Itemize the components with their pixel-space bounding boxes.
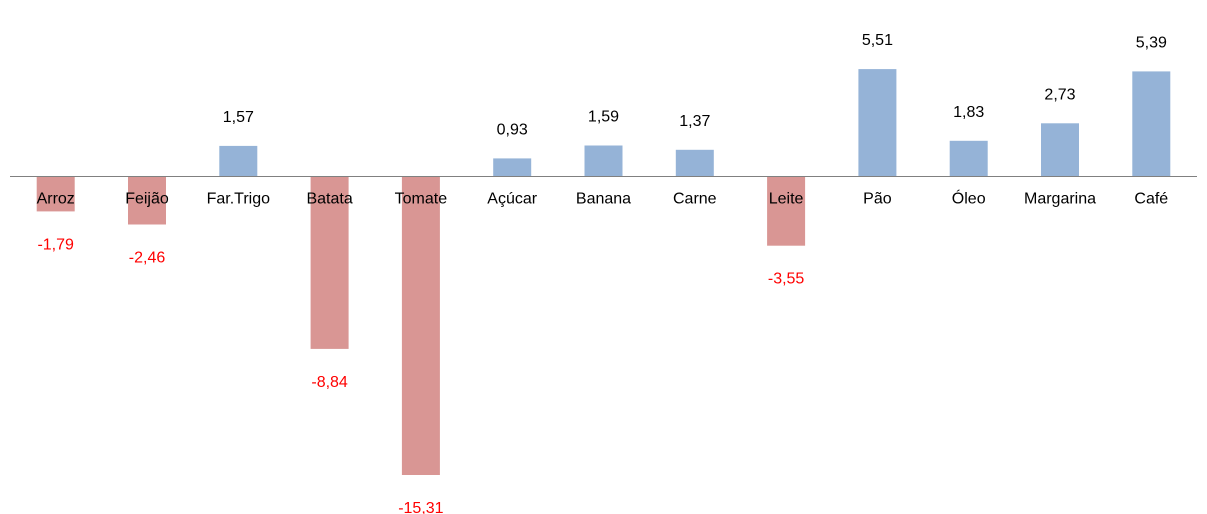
value-label-far-trigo: 1,57 (223, 109, 254, 126)
bar-far-trigo (219, 145, 258, 177)
category-label-oleo: Óleo (952, 189, 986, 208)
bars-group (36, 69, 1171, 475)
bar-arroz (36, 176, 75, 212)
value-label-feijao: -2,46 (129, 250, 166, 267)
value-label-leite: -3,55 (768, 271, 805, 288)
category-label-acucar: Açúcar (487, 191, 537, 208)
bar-acucar (493, 158, 532, 177)
category-label-tomate: Tomate (395, 191, 448, 208)
value-label-batata: -8,84 (311, 374, 348, 391)
category-labels-group: Arroz Feijão Far.Trigo Batata Tomate Açúcar Ba… (37, 189, 1169, 208)
category-label-margarina: Margarina (1024, 191, 1096, 208)
category-label-arroz: Arroz (37, 191, 75, 208)
value-label-carne: 1,37 (679, 113, 710, 130)
bar-margarina (1041, 123, 1079, 177)
category-label-batata: Batata (306, 191, 352, 208)
value-label-tomate: -15,31 (398, 500, 443, 514)
category-label-feijao: Feijão (125, 191, 169, 208)
category-label-far-trigo: Far.Trigo (207, 191, 271, 208)
bar-feijao (128, 176, 166, 225)
bar-pao (858, 69, 897, 177)
category-label-pao: Pão (863, 191, 892, 208)
value-label-banana: 1,59 (588, 109, 619, 126)
value-label-oleo: 1,83 (953, 104, 984, 121)
category-label-cafe: Café (1134, 191, 1168, 208)
value-label-cafe: 5,39 (1136, 34, 1167, 51)
bar-cafe (1132, 71, 1171, 177)
bar-oleo (949, 140, 988, 177)
bar-leite (767, 176, 806, 246)
value-labels-group: -1,79 -2,46 1,57 -8,84 -15,31 0,93 1,59 1,37 -3,… (37, 32, 1167, 514)
category-label-banana: Banana (576, 191, 631, 208)
category-label-leite: Leite (769, 191, 804, 208)
bar-carne (675, 149, 714, 177)
value-label-pao: 5,51 (862, 32, 893, 49)
bar-batata (310, 176, 349, 349)
value-label-arroz: -1,79 (37, 236, 74, 253)
bar-tomate (401, 176, 440, 475)
value-label-acucar: 0,93 (497, 121, 528, 138)
category-label-carne: Carne (673, 191, 717, 208)
value-label-margarina: 2,73 (1044, 86, 1075, 103)
bar-banana (584, 145, 623, 177)
